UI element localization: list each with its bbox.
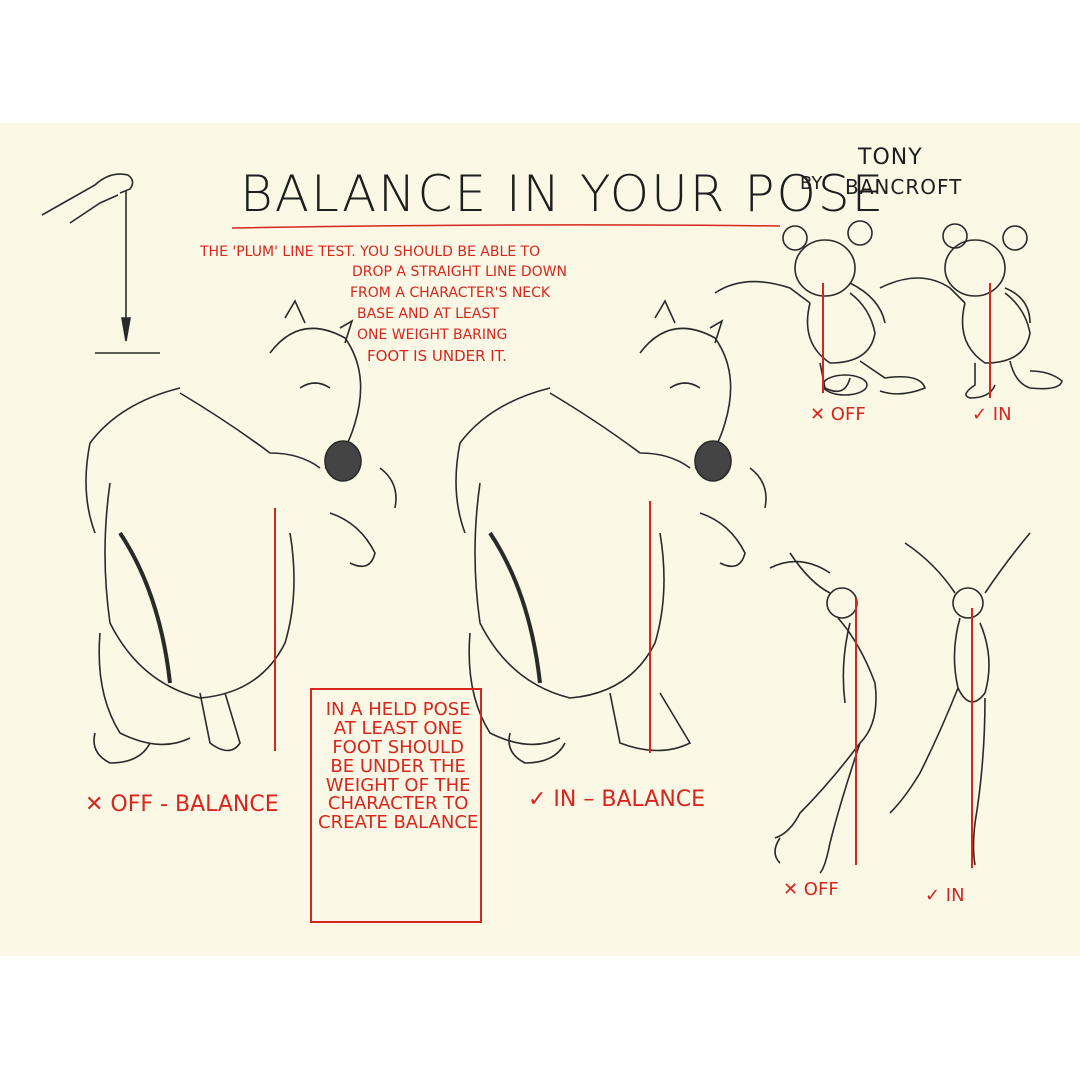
plumb-note-line1: THE 'PLUM' LINE TEST. YOU SHOULD BE ABLE… bbox=[200, 244, 541, 260]
bear-off-balance-sketch bbox=[85, 299, 397, 764]
label-dancer-off: ✕ OFF bbox=[783, 879, 839, 900]
author-first-name: TONY bbox=[858, 145, 923, 170]
plumb-note-line2: DROP A STRAIGHT LINE DOWN bbox=[352, 264, 567, 280]
mouse-in-sketch bbox=[879, 223, 1063, 399]
label-bear-in-balance: ✓ IN – BALANCE bbox=[528, 787, 706, 812]
held-pose-note: IN A HELD POSE AT LEAST ONE FOOT SHOULD … bbox=[318, 699, 479, 834]
label-bear-off-balance: ✕ OFF - BALANCE bbox=[85, 792, 279, 817]
label-mouse-in: ✓ IN bbox=[972, 404, 1012, 425]
dancer-in-sketch bbox=[889, 532, 1031, 866]
plumb-note-line5: ONE WEIGHT BARING bbox=[357, 327, 508, 343]
sketch-sheet: BALANCE IN YOUR POSE BY TONY BANCROFT TH… bbox=[0, 123, 1080, 956]
plumb-note-line6: FOOT IS UNDER IT. bbox=[367, 347, 507, 365]
author-last-name: BANCROFT bbox=[845, 175, 963, 199]
plumb-bob-hand-icon bbox=[41, 173, 160, 354]
plumb-note-line4: BASE AND AT LEAST bbox=[357, 306, 499, 322]
illustration-layer bbox=[41, 173, 1063, 874]
held-pose-note-box bbox=[310, 688, 482, 923]
bear-in-balance-sketch bbox=[455, 299, 767, 764]
plumb-note-line3: FROM A CHARACTER'S NECK bbox=[350, 285, 551, 301]
byline-by: BY bbox=[800, 173, 823, 194]
page-title: BALANCE IN YOUR POSE bbox=[240, 165, 886, 223]
label-dancer-in: ✓ IN bbox=[925, 885, 965, 906]
label-mouse-off: ✕ OFF bbox=[810, 404, 866, 425]
dancer-off-sketch bbox=[769, 552, 877, 874]
title-underline bbox=[231, 224, 781, 229]
mouse-off-sketch bbox=[714, 220, 926, 396]
